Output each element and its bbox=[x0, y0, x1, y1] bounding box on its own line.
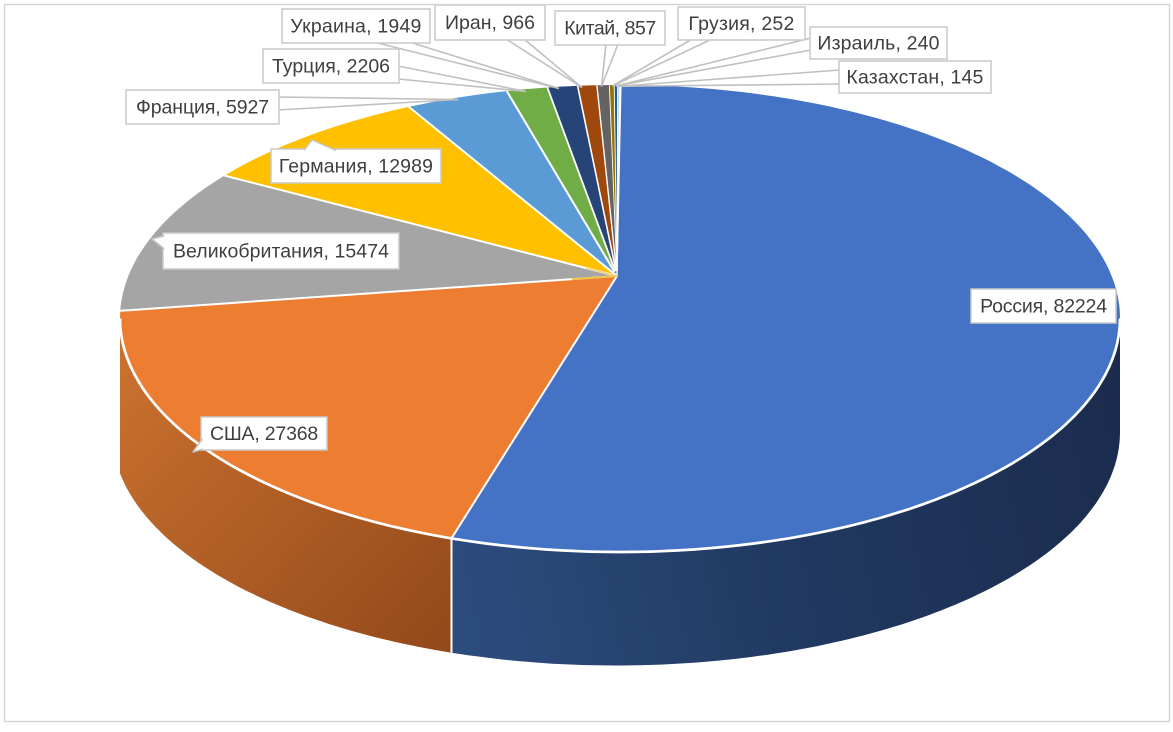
svg-text:Великобритания, 15474: Великобритания, 15474 bbox=[173, 241, 389, 263]
svg-text:Германия, 12989: Германия, 12989 bbox=[279, 156, 433, 178]
svg-text:Израиль, 240: Израиль, 240 bbox=[817, 33, 939, 55]
svg-text:Украина, 1949: Украина, 1949 bbox=[290, 16, 421, 38]
svg-text:Казахстан, 145: Казахстан, 145 bbox=[846, 67, 983, 89]
svg-text:Турция, 2206: Турция, 2206 bbox=[272, 56, 390, 78]
svg-text:США, 27368: США, 27368 bbox=[210, 423, 318, 445]
svg-text:Иран, 966: Иран, 966 bbox=[445, 12, 535, 34]
svg-text:Грузия, 252: Грузия, 252 bbox=[688, 13, 794, 35]
svg-text:Китай, 857: Китай, 857 bbox=[564, 18, 655, 40]
svg-text:Россия, 82224: Россия, 82224 bbox=[980, 296, 1107, 318]
svg-text:Франция, 5927: Франция, 5927 bbox=[136, 97, 269, 119]
